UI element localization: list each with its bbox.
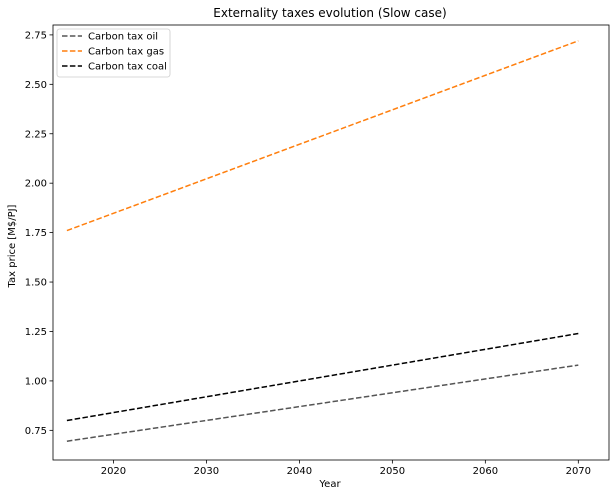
legend-entry: Carbon tax coal [88,62,167,73]
x-tick-label: 2020 [101,466,126,477]
legend-box [56,28,171,78]
chart-title: Externality taxes evolution (Slow case) [213,6,446,20]
y-tick-label: 1.75 [25,228,47,239]
x-tick-label: 2040 [287,466,312,477]
legend-entry: Carbon tax gas [88,47,164,58]
plot-frame [52,24,610,461]
x-tick-label: 2030 [194,466,219,477]
y-tick-label: 1.00 [25,376,47,387]
legend-entry: Carbon tax oil [88,32,158,43]
x-tick-label: 2070 [566,466,591,477]
x-tick-label: 2060 [473,466,498,477]
x-axis-label: Year [318,479,341,490]
series-line-1 [66,364,579,442]
y-tick-label: 2.25 [25,129,47,140]
y-tick-label: 2.50 [25,80,47,91]
legend: Carbon tax oil Carbon tax gas Carbon tax c… [56,28,171,78]
x-tick-label: 2050 [380,466,405,477]
y-axis-label: Tax price [M$/PJ] [7,204,18,288]
y-tick-label: 2.75 [25,30,47,41]
series-line-2 [66,40,579,232]
y-tick-label: 1.50 [25,278,47,289]
y-tick-label: 0.75 [25,426,47,437]
plot-area: 2020 2030 2040 2050 2060 2070 0.75 1.00 1.25 1.50… [25,24,610,477]
y-tick-label: 2.00 [25,179,47,190]
y-tick-label: 1.25 [25,327,47,338]
